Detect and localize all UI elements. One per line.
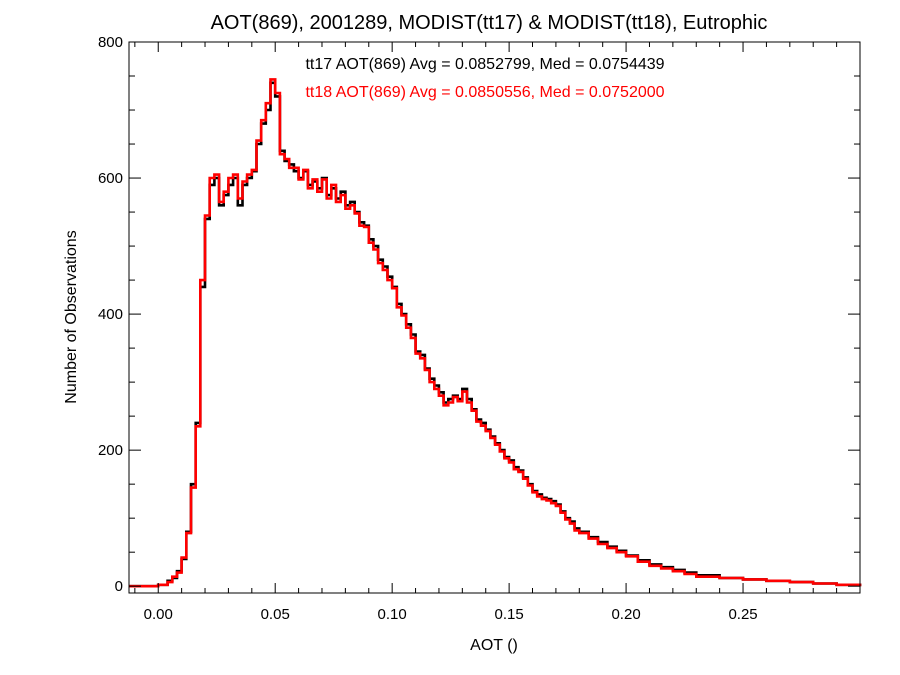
plot-frame xyxy=(128,41,861,594)
chart-title: AOT(869), 2001289, MODIST(tt17) & MODIST… xyxy=(211,12,768,34)
x-tick-label: 0.15 xyxy=(495,606,524,623)
tt17-stats-annotation: tt17 AOT(869) Avg = 0.0852799, Med = 0.0… xyxy=(305,56,664,73)
y-tick-label: 0 xyxy=(115,578,123,595)
y-tick-label: 800 xyxy=(98,34,123,51)
x-tick-label: 0.25 xyxy=(728,606,757,623)
x-tick-label: 0.10 xyxy=(378,606,407,623)
x-tick-label: 0.00 xyxy=(144,606,173,623)
y-tick-label: 600 xyxy=(98,170,123,187)
y-tick-label: 200 xyxy=(98,442,123,459)
series-tt17-line xyxy=(129,81,862,588)
tt18-stats-annotation: tt18 AOT(869) Avg = 0.0850556, Med = 0.0… xyxy=(305,84,664,101)
axis-ticks: 0.00 0.05 0.10 0.15 0.20 0.25 0 200 400 600 800 xyxy=(98,34,860,623)
series-tt18-line xyxy=(129,78,862,588)
x-axis-label: AOT () xyxy=(470,637,518,654)
chart-marks xyxy=(129,78,862,588)
y-axis-label: Number of Observations xyxy=(63,230,80,403)
x-tick-label: 0.20 xyxy=(611,606,640,623)
y-tick-label: 400 xyxy=(98,306,123,323)
x-tick-label: 0.05 xyxy=(261,606,290,623)
